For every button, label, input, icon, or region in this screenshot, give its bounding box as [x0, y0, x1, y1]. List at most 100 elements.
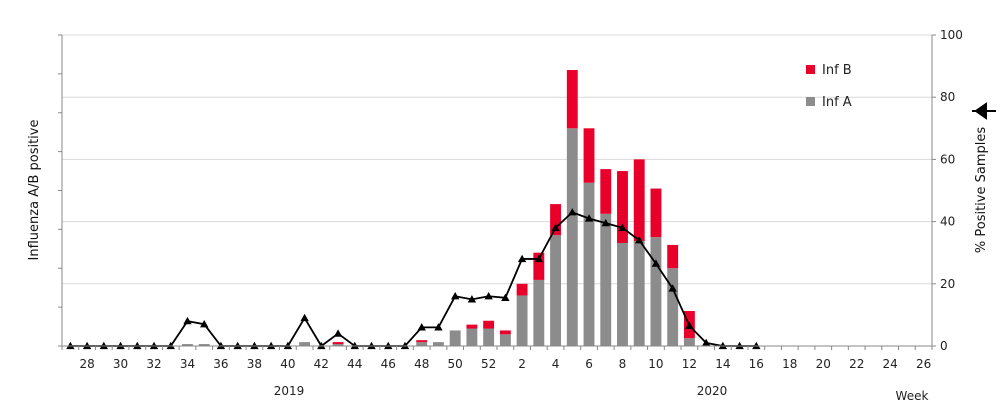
x-tick-label: 8 [619, 357, 627, 371]
x-tick-label: 46 [381, 357, 396, 371]
x-tick-label: 38 [247, 357, 262, 371]
bar-inf-b [583, 128, 595, 183]
x-tick-label: 36 [213, 357, 228, 371]
bar-inf-b [550, 204, 561, 236]
x-tick-label: 14 [715, 357, 730, 371]
positive-point [183, 316, 192, 325]
positive-point [450, 292, 460, 300]
positive-point [417, 323, 426, 331]
y-right-tick-label: 60 [940, 152, 955, 166]
positive-point [484, 292, 493, 300]
y-right-tick-label: 80 [940, 90, 955, 104]
positive-point [735, 341, 744, 350]
y-right-axis-title: % Positive Samples [974, 127, 989, 253]
x-tick-label: 22 [849, 357, 864, 371]
bar-inf-a [600, 213, 612, 346]
positive-point [635, 236, 644, 244]
year-label-2019: 2019 [274, 384, 305, 398]
positive-point [266, 341, 276, 350]
bar-inf-b [600, 169, 612, 214]
x-tick-label: 26 [916, 357, 931, 371]
positive-point [200, 320, 209, 328]
x-tick-label: 44 [347, 357, 362, 371]
bar-inf-b [667, 244, 679, 269]
positive-point [166, 341, 175, 350]
y-right-tick-label: 100 [940, 28, 963, 42]
horizontal-gridlines [62, 34, 932, 285]
positive-point [66, 341, 75, 350]
x-tick-label: 50 [448, 357, 463, 371]
x-tick-label: 42 [314, 357, 329, 371]
positive-point [82, 341, 92, 350]
y-right-tick-label: 40 [940, 215, 955, 229]
tick-labels: 28 30 32 34 36 38 40 42 44 46 48 50 52 2 4 6 8 10 12 14 16 18… [79, 28, 962, 371]
positive-point [651, 259, 661, 267]
bar-inf-a [449, 330, 461, 346]
bar-inf-a [433, 342, 444, 346]
positive-line [70, 211, 757, 348]
legend-marker-positive [972, 102, 996, 120]
x-tick-label: 18 [782, 357, 797, 371]
year-label-2020: 2020 [697, 384, 728, 398]
bar-inf-a [683, 338, 695, 346]
positive-point [283, 341, 293, 350]
bar-inf-a [332, 344, 344, 346]
bar-inf-b [416, 340, 428, 343]
x-tick-label: 34 [180, 357, 195, 371]
legend-swatch-inf-a [806, 97, 815, 106]
bar-inf-b [466, 324, 478, 329]
positive-point [467, 295, 477, 303]
bar-inf-a [499, 334, 511, 346]
legend-label-inf-b: Inf B [822, 63, 852, 78]
positive-point [517, 254, 527, 263]
positive-point [317, 341, 326, 350]
bar-inf-a [550, 235, 561, 346]
x-tick-label: 52 [481, 357, 496, 371]
bar-inf-a [566, 128, 578, 346]
positive-point [551, 223, 560, 231]
positive-point [685, 321, 694, 329]
positive-point [752, 341, 761, 350]
positive-point [400, 341, 410, 350]
bar-inf-a [198, 344, 210, 346]
bar-inf-a [182, 344, 193, 346]
x-tick-label: 6 [585, 357, 593, 371]
x-tick-label: 12 [682, 357, 697, 371]
positive-point [250, 341, 259, 350]
positive-point [434, 323, 443, 331]
bar-inf-b [566, 69, 578, 129]
positive-point [601, 218, 610, 227]
bar-inf-a [533, 279, 545, 346]
positive-point [668, 284, 677, 292]
positive-point [149, 341, 159, 350]
bar-inf-a [583, 182, 595, 346]
y-left-axis-title: Influenza A/B positive [27, 120, 42, 261]
bar-inf-b [633, 159, 645, 242]
bar-series [182, 69, 695, 346]
positive-point [584, 214, 594, 222]
bar-inf-a [483, 328, 495, 346]
y-right-tick-label: 0 [940, 339, 948, 353]
positive-point [333, 329, 343, 337]
x-tick-label: 20 [816, 357, 831, 371]
bar-inf-a [416, 342, 428, 346]
bar-inf-b [617, 171, 628, 243]
bar-inf-a [667, 268, 679, 346]
positive-point [568, 208, 577, 216]
bar-inf-a [633, 241, 645, 346]
positive-point [233, 341, 242, 350]
axes [58, 34, 936, 350]
y-right-tick-label: 20 [940, 277, 955, 291]
positive-point [367, 341, 376, 350]
bar-inf-b [332, 342, 344, 345]
x-tick-label: 30 [113, 357, 128, 371]
bar-inf-b [650, 188, 662, 238]
x-tick-label: 24 [883, 357, 898, 371]
x-tick-label: 48 [414, 357, 429, 371]
bar-inf-b [533, 252, 545, 280]
bar-inf-b [483, 320, 495, 329]
positive-point [99, 341, 109, 350]
positive-point [501, 293, 510, 301]
positive-point [534, 254, 544, 263]
